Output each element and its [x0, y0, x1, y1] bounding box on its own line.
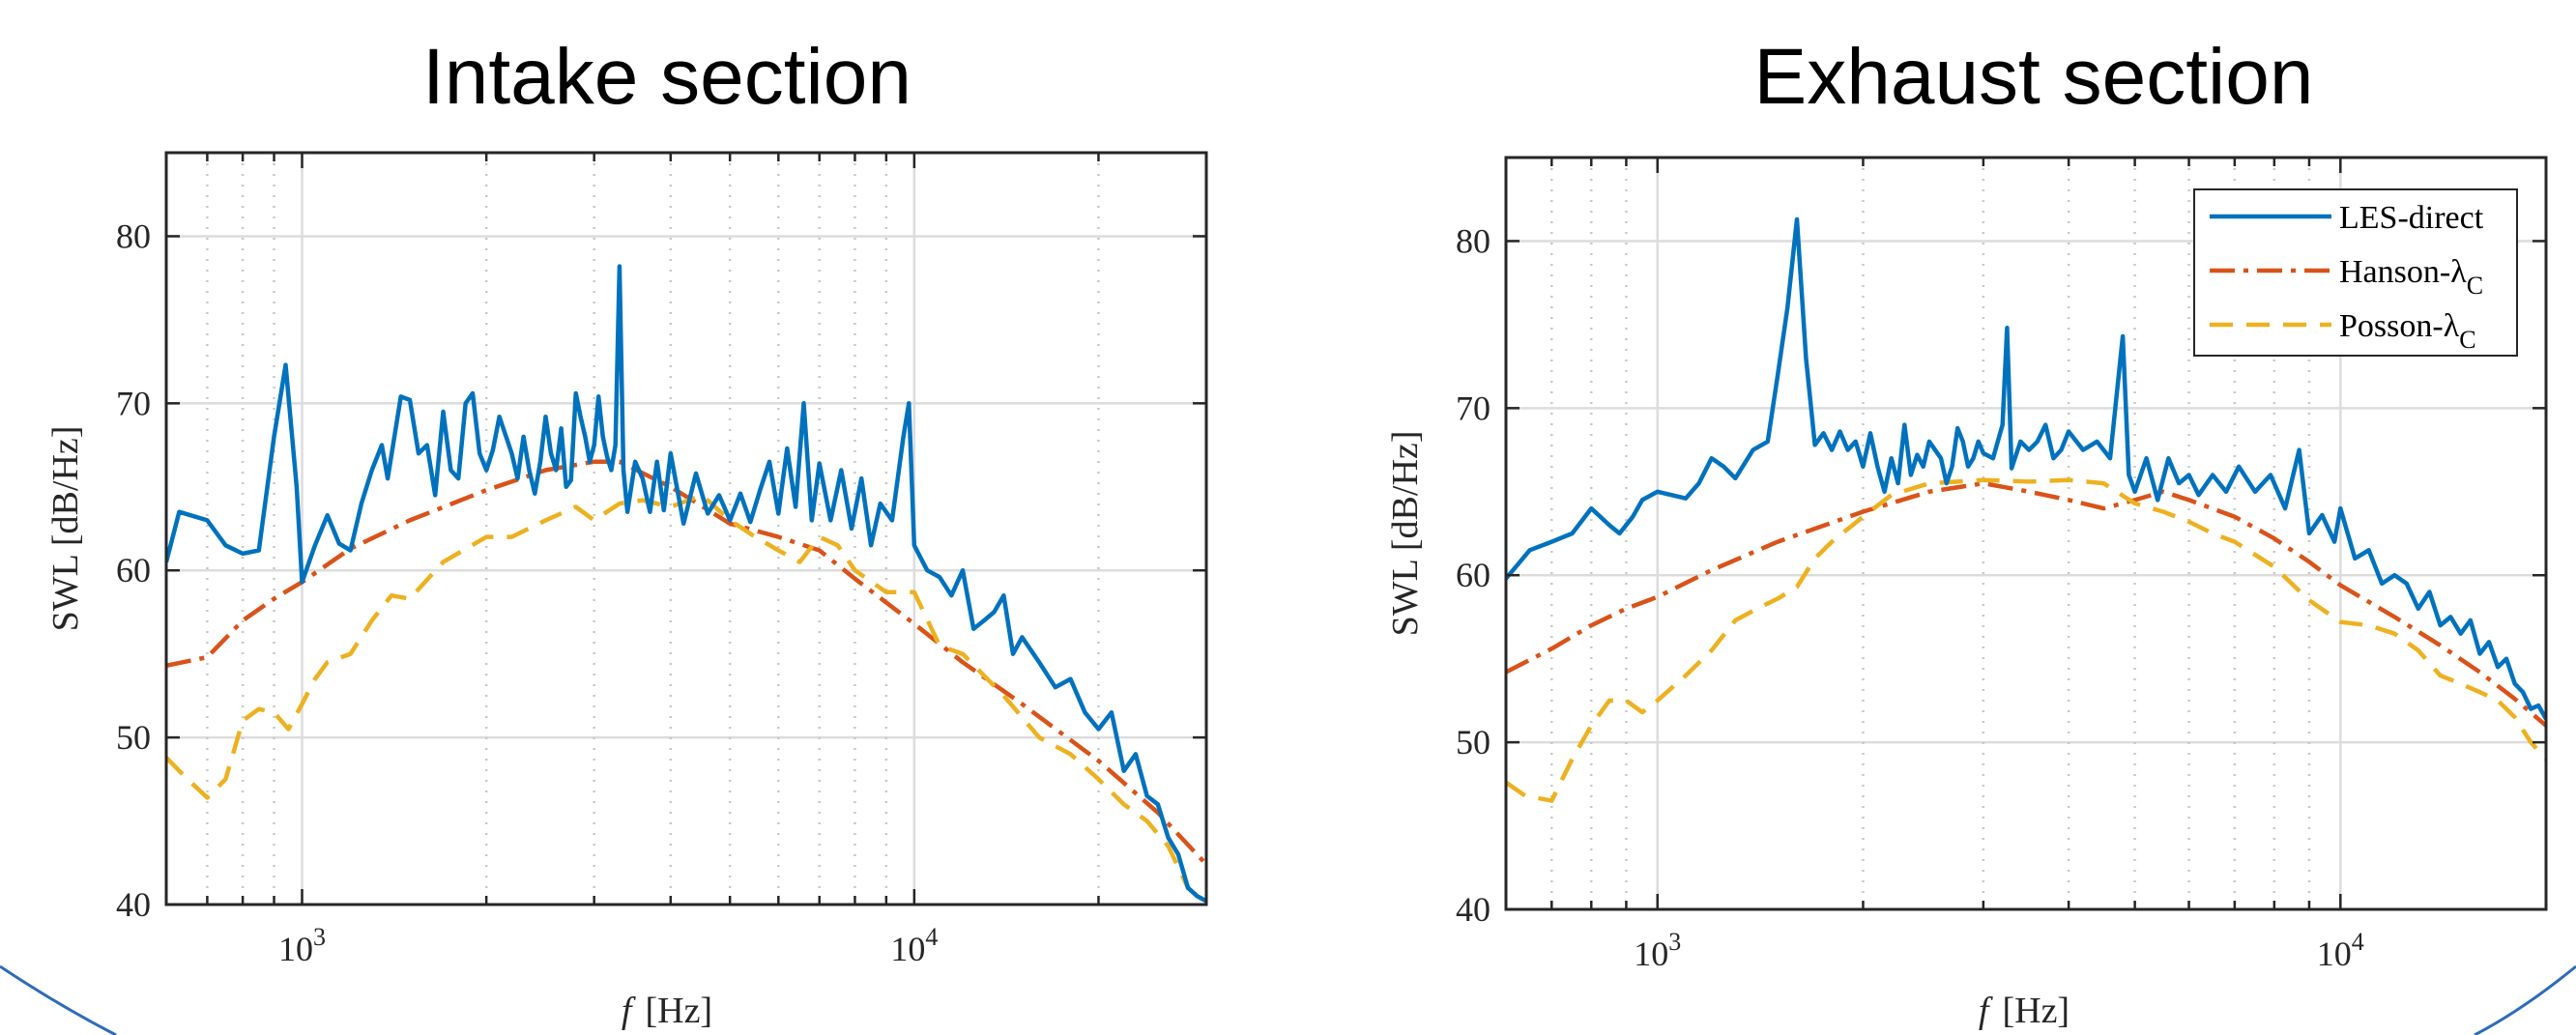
x-tick-label: 103 — [1634, 928, 1681, 973]
x-tick-label: 104 — [2317, 928, 2364, 973]
plot-frame — [164, 151, 1208, 906]
intake-chart: Intake section 40 50 60 70 80 103 104 SWL [dB/… — [45, 33, 1208, 1031]
x-axis-label: f [Hz] — [622, 991, 712, 1031]
y-tick-label: 70 — [116, 384, 151, 422]
y-tick-label: 40 — [116, 885, 151, 924]
slide-decoration-arc-left — [0, 964, 117, 1035]
y-tick-label: 40 — [1456, 890, 1491, 929]
plot-lines — [166, 264, 1206, 905]
x-axis-label: f [Hz] — [1979, 991, 2069, 1031]
axis-ticks: 40 50 60 70 80 103 104 — [116, 153, 1206, 968]
y-tick-label: 60 — [1456, 556, 1491, 594]
series-line-posson — [1506, 477, 2546, 803]
legend-label: Hanson-λC — [2339, 254, 2483, 300]
plot-frame — [1504, 156, 2548, 911]
exhaust-chart: Exhaust section 40 50 60 70 80 103 104 SWL [dB… — [1385, 33, 2548, 1031]
y-tick-label: 50 — [1456, 723, 1491, 762]
y-axis-label: SWL [dB/Hz] — [45, 426, 86, 632]
x-tick-label: 104 — [890, 923, 938, 968]
series-line-posson — [166, 493, 1206, 905]
plot-lines — [1506, 216, 2546, 803]
x-tick-label: 103 — [278, 923, 326, 968]
legend-label: LES-direct — [2339, 200, 2484, 236]
series-line-hanson — [1506, 480, 2546, 728]
legend-label: Posson-λC — [2339, 308, 2476, 354]
axis-ticks: 40 50 60 70 80 103 104 — [1456, 158, 2546, 973]
y-tick-label: 60 — [116, 551, 151, 589]
chart-title: Intake section — [422, 33, 912, 121]
y-tick-label: 80 — [1456, 221, 1491, 260]
y-axis-label: SWL [dB/Hz] — [1385, 431, 1426, 637]
legend: LES-direct Hanson-λC Posson-λC — [2193, 188, 2518, 357]
series-line-hanson — [166, 459, 1206, 867]
grid — [1506, 158, 2546, 909]
y-tick-label: 70 — [1456, 388, 1491, 427]
chart-title: Exhaust section — [1754, 33, 2314, 121]
slide-decoration-arc-right — [2474, 964, 2576, 1035]
series-line-les — [166, 264, 1206, 904]
y-tick-label: 50 — [116, 718, 151, 757]
y-tick-label: 80 — [116, 216, 151, 255]
series-line-les — [1506, 216, 2546, 721]
